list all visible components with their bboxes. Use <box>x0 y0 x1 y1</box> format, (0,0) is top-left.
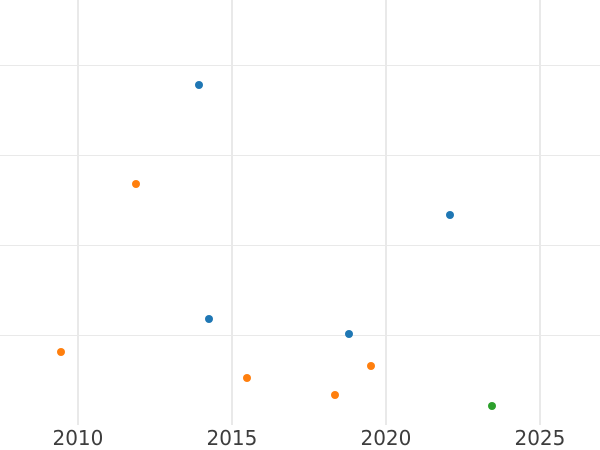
y-gridline <box>0 334 600 337</box>
y-gridline <box>0 154 600 157</box>
data-point-green <box>487 401 496 410</box>
x-tick-label: 2015 <box>206 426 258 450</box>
x-tick-label: 2020 <box>360 426 412 450</box>
x-tick-label: 2010 <box>52 426 104 450</box>
data-point-blue <box>204 315 213 324</box>
x-gridline <box>231 0 233 425</box>
x-tick-label: 2025 <box>514 426 566 450</box>
data-point-orange <box>56 347 65 356</box>
data-point-orange <box>243 373 252 382</box>
x-gridline <box>385 0 387 425</box>
data-point-blue <box>194 81 203 90</box>
x-gridline <box>77 0 79 425</box>
data-point-orange <box>330 390 339 399</box>
data-point-blue <box>446 210 454 219</box>
y-gridline <box>0 64 600 67</box>
x-gridline <box>539 0 541 425</box>
data-point-orange <box>131 180 140 189</box>
data-point-blue <box>344 329 353 338</box>
data-point-orange <box>366 362 375 371</box>
y-gridline <box>0 244 600 247</box>
